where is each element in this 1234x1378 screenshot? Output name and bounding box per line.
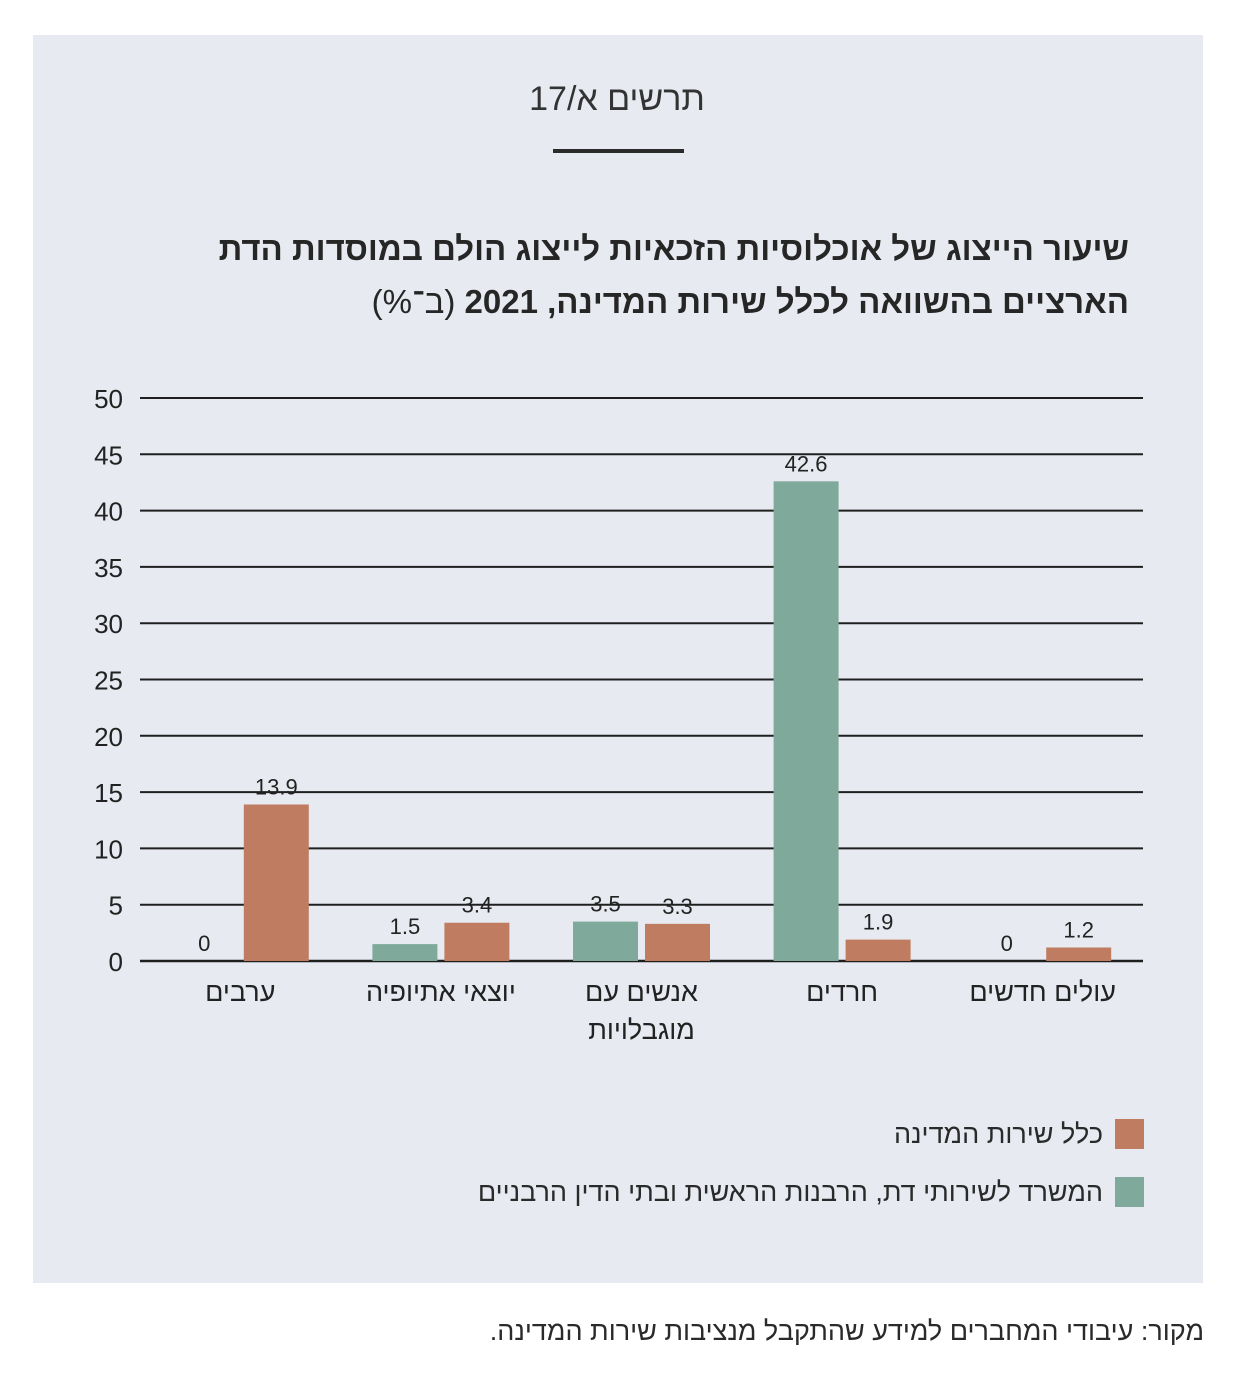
source-note: מקור: עיבודי המחברים למידע שהתקבל מנציבו… (489, 1316, 1204, 1346)
legend-label-state-service: כלל שירות המדינה (893, 1118, 1103, 1149)
figure-label: תרשים א/17 (529, 80, 705, 118)
bar (372, 944, 438, 961)
figure-label-underline (553, 149, 684, 153)
chart-title-line-2: הארציים בהשוואה לכלל שירות המדינה, 2021 … (89, 283, 1129, 321)
bar (845, 939, 911, 961)
y-tick-label: 0 (109, 947, 123, 977)
data-label: 0 (1001, 931, 1013, 956)
y-tick-label: 45 (94, 440, 123, 470)
y-tick-label: 20 (94, 722, 123, 752)
chart-title-line-1: שיעור הייצוג של אוכלוסיות הזכאיות לייצוג… (218, 230, 1129, 267)
data-label: 1.5 (390, 914, 421, 939)
y-tick-label: 15 (94, 778, 123, 808)
y-tick-label: 10 (94, 834, 123, 864)
bar-chart: 0 5 10 15 20 25 30 35 40 45 50 0 13.9 ערבים 1.5 3.4 יוצא… (94, 384, 1143, 1045)
bar (773, 481, 839, 961)
y-tick-label: 5 (109, 891, 123, 921)
legend-item-religious-services: המשרד לשירותי דת, הרבנות הראשית ובתי הדי… (478, 1176, 1144, 1208)
y-tick-label: 30 (94, 609, 123, 639)
bar (1046, 947, 1112, 961)
legend-swatch-religious-services (1115, 1177, 1144, 1207)
data-label: 3.4 (462, 893, 493, 918)
x-tick-label: מוגבלויות (588, 1015, 695, 1045)
legend-swatch-state-service (1115, 1119, 1144, 1149)
x-tick-label: אנשים עם (585, 977, 698, 1007)
data-label: 42.6 (785, 451, 828, 476)
x-tick-label: עולים חדשים (969, 977, 1116, 1007)
x-tick-label: יוצאי אתיופיה (366, 977, 516, 1007)
y-tick-label: 35 (94, 553, 123, 583)
bar (573, 921, 638, 961)
y-tick-label: 25 (94, 666, 123, 696)
data-label: 3.3 (662, 894, 693, 919)
x-tick-label: חרדים (806, 977, 878, 1007)
x-tick-label: ערבים (205, 977, 275, 1007)
data-label: 3.5 (590, 892, 621, 917)
bar (243, 804, 309, 961)
bar (645, 923, 710, 961)
chart-title-line-2-text: הארציים בהשוואה לכלל שירות המדינה, 2021 (464, 283, 1129, 320)
chart-title-unit: (ב־%) (371, 283, 456, 320)
data-label: 13.9 (255, 774, 298, 799)
y-tick-label: 40 (94, 497, 123, 527)
legend-item-state-service: כלל שירות המדינה (894, 1118, 1144, 1150)
bar (444, 922, 510, 961)
data-label: 0 (198, 931, 210, 956)
legend-label-religious-services: המשרד לשירותי דת, הרבנות הראשית ובתי הדי… (477, 1176, 1103, 1207)
y-tick-label: 50 (94, 384, 123, 414)
data-label: 1.9 (863, 910, 894, 935)
chart-panel (33, 35, 1203, 1283)
data-label: 1.2 (1063, 917, 1094, 942)
